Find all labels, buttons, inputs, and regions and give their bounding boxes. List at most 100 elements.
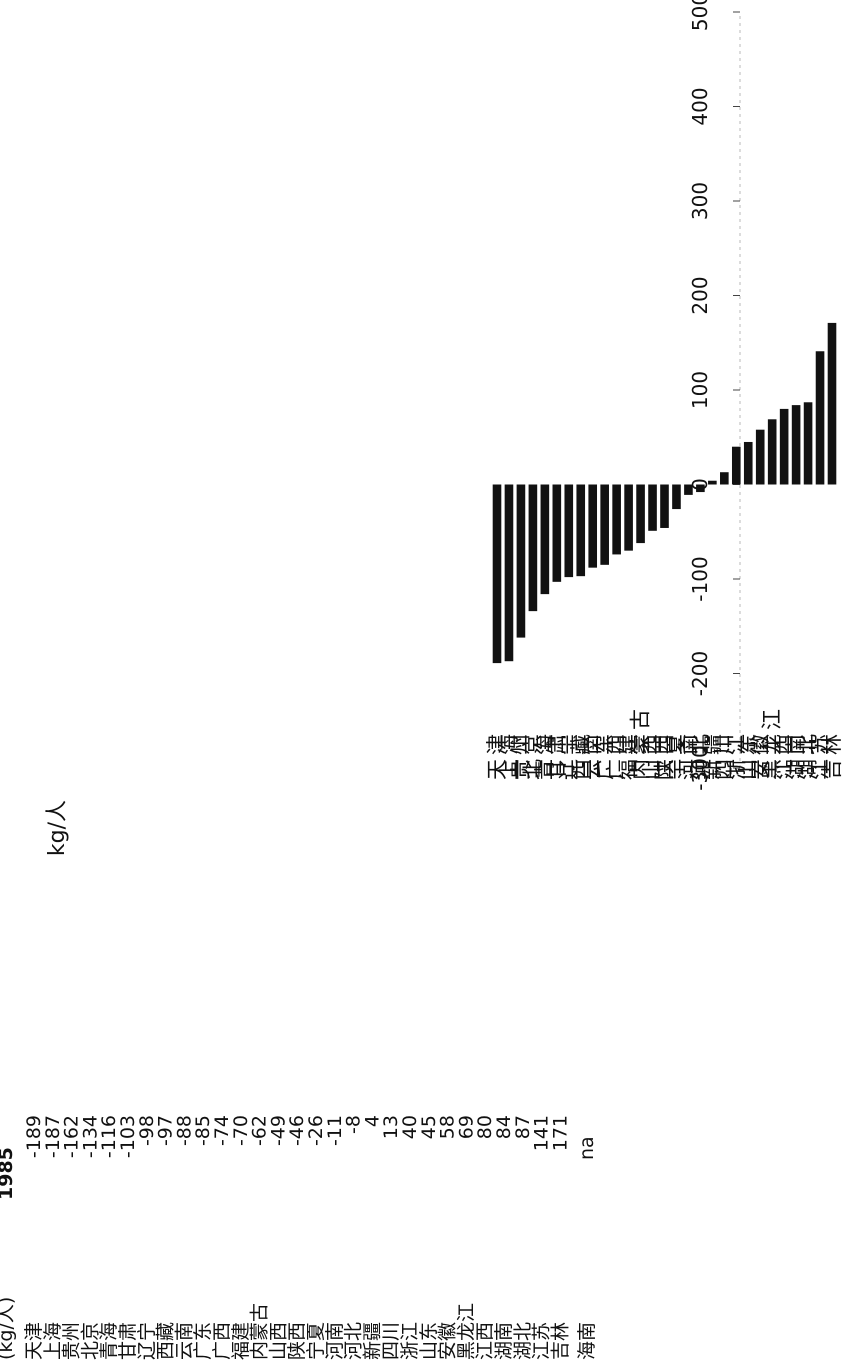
category-label-char: 宁: [557, 734, 581, 755]
y-tick-label: 500: [688, 0, 712, 31]
category-label-char: 北: [521, 759, 545, 780]
bar: [731, 446, 741, 485]
category-label-char: 古: [629, 709, 653, 730]
category-label-char: 夏: [664, 734, 688, 755]
category-label-char: 川: [712, 734, 736, 755]
bar: [708, 480, 717, 485]
category-label-char: 安: [748, 759, 772, 780]
category-label-char: 黑: [760, 759, 784, 780]
table-value: -11: [324, 1115, 346, 1146]
bar: [767, 419, 777, 485]
table-value: -74: [211, 1115, 233, 1146]
table-value: 141: [531, 1115, 553, 1151]
table-region-label: 天津: [23, 1322, 45, 1360]
table-value: 87: [512, 1115, 534, 1139]
bar: [815, 351, 825, 485]
table-value: -88: [173, 1115, 195, 1146]
category-label-char: 南: [676, 734, 700, 755]
category-label-char: 南: [581, 734, 605, 755]
table-value: -134: [79, 1115, 101, 1158]
table-region-label: 青海: [98, 1322, 120, 1360]
category-label-char: 江: [724, 734, 748, 755]
table-value: 45: [418, 1115, 440, 1139]
table-value: -116: [98, 1115, 120, 1158]
category-label-char: 新: [700, 759, 724, 780]
table-region-label: 湖北: [512, 1322, 534, 1360]
table-value: -62: [249, 1115, 271, 1146]
bar: [576, 484, 586, 577]
category-label-char: 疆: [700, 734, 724, 755]
category-label-char: 浙: [724, 759, 748, 780]
category-label-char: 南: [784, 734, 808, 755]
data-table: (kg/人) 1985 天津 -189 上海 -187 贵州 -162 北京 -134 青海 -1…: [0, 1115, 598, 1360]
bar: [648, 484, 657, 531]
table-region-label: 浙江: [399, 1322, 421, 1360]
category-label-char: 西: [641, 734, 665, 755]
table-region-label: 贵州: [61, 1322, 83, 1360]
category-label-char: 宁: [664, 759, 688, 780]
category-label-char: 湖: [784, 759, 808, 780]
table-year-header: 1985: [0, 1147, 17, 1200]
category-label-char: 海: [533, 734, 557, 755]
category-label-char: 青: [533, 759, 557, 780]
table-value: -189: [23, 1115, 45, 1158]
table-value: 58: [437, 1115, 459, 1139]
table-region-label: 吉林: [549, 1322, 571, 1360]
category-label-char: 湖: [796, 759, 820, 780]
table-value: 84: [493, 1115, 515, 1139]
table-value: 171: [549, 1115, 571, 1151]
bar: [743, 441, 753, 485]
category-label-char: 东: [736, 734, 760, 755]
table-region-label: 河北: [343, 1322, 365, 1360]
category-label-char: 江: [808, 759, 832, 780]
category-label-char: 辽: [557, 759, 581, 780]
table-value: -8: [343, 1115, 365, 1134]
bar: [803, 402, 813, 485]
category-label-char: 苏: [808, 734, 832, 755]
category-label-char: 福: [617, 759, 641, 780]
bar: [827, 322, 837, 485]
bar: [600, 484, 609, 565]
table-value: -46: [286, 1115, 308, 1146]
y-tick-label: 100: [688, 371, 712, 409]
y-tick-label: 200: [688, 276, 712, 314]
table-region-label: 江西: [474, 1322, 496, 1360]
table-value: -98: [136, 1115, 158, 1146]
y-axis-unit: kg/人: [45, 800, 70, 856]
table-value: -162: [61, 1115, 83, 1158]
category-label-char: 云: [581, 759, 605, 780]
table-value: -70: [230, 1115, 252, 1146]
bar: [588, 484, 598, 568]
table-region-label: 广西: [211, 1322, 233, 1360]
table-region-label: 上海: [42, 1322, 64, 1360]
table-region-label: 云南: [173, 1322, 195, 1360]
table-region-label: 河南: [324, 1322, 346, 1360]
table-value: 40: [399, 1115, 421, 1139]
bar: [624, 484, 633, 551]
category-label-char: 建: [617, 734, 641, 755]
y-tick-label: -200: [688, 651, 712, 696]
table-region-label: 四川: [380, 1322, 402, 1360]
bar: [564, 484, 574, 578]
bar: [660, 484, 669, 528]
category-label-char: 京: [521, 734, 545, 755]
category-label-char: 藏: [569, 734, 593, 755]
table-region-label: 福建: [230, 1322, 252, 1360]
bar: [504, 484, 514, 662]
table-region-label: 辽宁: [136, 1322, 158, 1360]
table-region-label: 山西: [267, 1322, 289, 1360]
category-label-char: 四: [712, 759, 736, 780]
bar: [684, 484, 693, 495]
table-region-label: 江苏: [531, 1322, 553, 1360]
category-label-char: 河: [688, 759, 712, 780]
table-region-label: 甘肃: [117, 1322, 139, 1360]
category-label-char: 东: [593, 734, 617, 755]
category-label-char: 广: [593, 759, 617, 780]
category-label-char: 甘: [545, 759, 569, 780]
y-tick-label: 300: [688, 182, 712, 220]
bar: [516, 484, 526, 638]
table-value: 4: [361, 1115, 383, 1127]
bar: [528, 484, 538, 612]
bar: [791, 405, 801, 485]
category-label-char: 西: [605, 734, 629, 755]
